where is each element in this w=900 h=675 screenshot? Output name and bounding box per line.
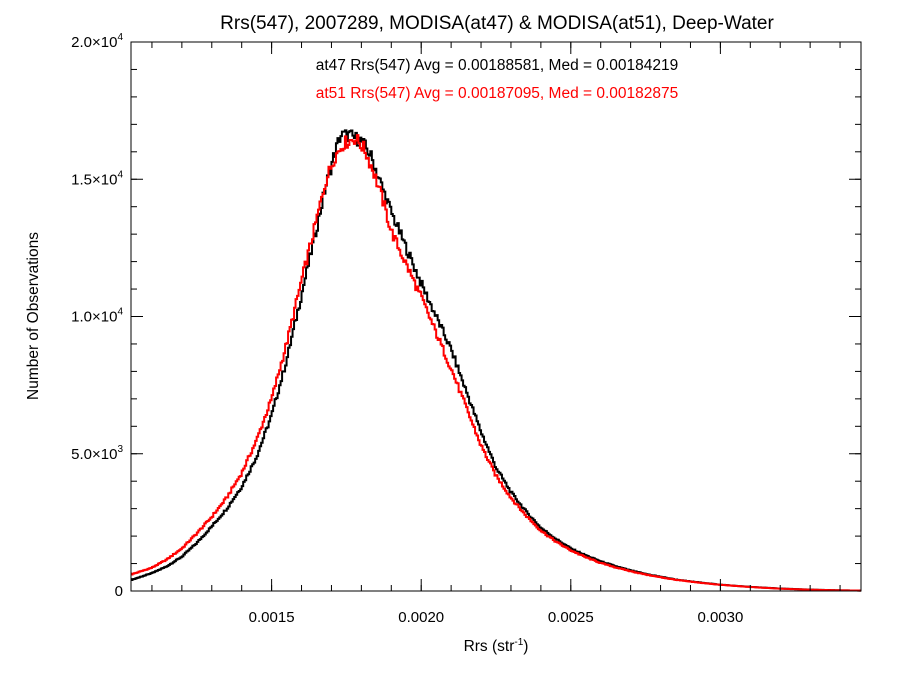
x-axis-label-suffix: ) (523, 638, 528, 655)
y-tick-exponent: 4 (117, 32, 123, 43)
y-tick-exponent: 4 (117, 307, 123, 318)
y-tick-mantissa: 5.0×10 (71, 446, 117, 463)
y-tick-mantissa: 2.0×10 (71, 34, 117, 51)
plot-frame (130, 41, 862, 592)
y-tick-label: 2.0×104 (71, 32, 123, 51)
x-tick-label: 0.0025 (548, 609, 594, 626)
y-tick-label: 1.0×104 (71, 307, 123, 326)
stats-text-at47: at47 Rrs(547) Avg = 0.00188581, Med = 0.… (316, 57, 679, 74)
x-tick-label: 0.0020 (398, 609, 444, 626)
x-axis-label-sup: -1 (514, 637, 523, 648)
y-tick-mantissa: 1.5×10 (71, 171, 117, 188)
stats-text-at51: at51 Rrs(547) Avg = 0.00187095, Med = 0.… (316, 85, 679, 102)
series-line-at47 (131, 129, 861, 592)
y-axis-label: Number of Observations (25, 232, 42, 400)
x-tick-labels: 0.0015 0.0020 0.0025 0.0030 (249, 609, 744, 626)
tick-layer (131, 41, 861, 592)
x-axis-label-text: Rrs (str (464, 638, 515, 655)
y-tick-label: 5.0×103 (71, 444, 123, 463)
y-tick-mantissa: 1.0×10 (71, 309, 117, 326)
series-layer (131, 129, 861, 592)
y-tick-label: 0 (115, 583, 123, 600)
y-tick-exponent: 4 (117, 169, 123, 180)
y-tick-exponent: 3 (117, 444, 123, 455)
chart-title: Rrs(547), 2007289, MODISA(at47) & MODISA… (220, 13, 774, 34)
series-line-at51 (131, 134, 861, 592)
y-tick-label: 1.5×104 (71, 169, 123, 188)
x-tick-label: 0.0015 (249, 609, 295, 626)
x-axis-label: Rrs (str-1) (464, 637, 529, 655)
x-tick-label: 0.0030 (697, 609, 743, 626)
